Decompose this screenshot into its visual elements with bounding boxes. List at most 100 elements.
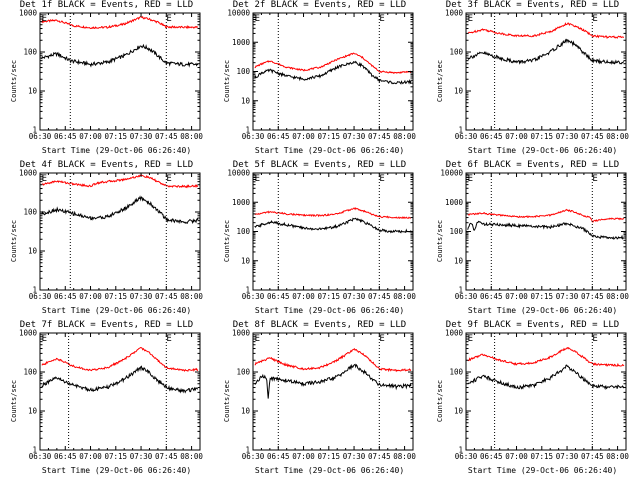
series-line (467, 364, 625, 391)
x-tick-label: 08:00 (606, 132, 629, 141)
x-axis-label: Start Time (29-Oct-06 06:26:40) (467, 146, 618, 155)
x-axis-label: Start Time (29-Oct-06 06:26:40) (41, 466, 192, 475)
y-tick-label: 10 (28, 87, 38, 96)
series-line (254, 207, 412, 219)
x-tick-label: 08:00 (606, 452, 629, 461)
x-tick-label: 08:00 (393, 452, 416, 461)
x-tick-label: 07:45 (155, 132, 178, 141)
x-tick-label: 07:15 (318, 452, 341, 461)
x-tick-label: 07:15 (105, 292, 128, 301)
detector-panel: 1 10 100 1000 10000 06:30 06:45 07:00 07:15 07:30… (426, 160, 639, 320)
plot-frame (465, 12, 627, 131)
y-tick-label: 1 (245, 286, 250, 295)
x-tick-label: 07:30 (556, 292, 579, 301)
y-tick-label: 1000 (445, 329, 464, 338)
y-axis-label: Counts/sec (223, 379, 231, 423)
event-marker-label: E (166, 334, 171, 344)
panel-title: Det 6f BLACK = Events, RED = LLD (445, 160, 620, 170)
y-tick-label: 1 (458, 286, 463, 295)
x-axis-label: Start Time (29-Oct-06 06:26:40) (467, 306, 618, 315)
event-marker-label: E (255, 174, 260, 184)
detector-plot: 1 10 100 1000 06:30 06:45 07:00 07:15 07:30 07:45… (19, 169, 203, 302)
series-line (41, 346, 199, 372)
panel-title: Det 8f BLACK = Events, RED = LLD (232, 320, 407, 330)
event-marker-label: E (379, 14, 384, 24)
y-axis-label: Counts/sec (436, 219, 444, 263)
x-tick-label: 08:00 (180, 292, 203, 301)
x-tick-label: 07:00 (505, 292, 528, 301)
series-line (41, 365, 198, 394)
x-tick-label: 06:45 (480, 132, 503, 141)
x-axis-label: Start Time (29-Oct-06 06:26:40) (254, 306, 405, 315)
detector-panel: 1 10 100 1000 06:30 06:45 07:00 07:15 07:30 07:45… (426, 0, 639, 160)
event-marker-label: E (42, 14, 47, 24)
x-tick-label: 07:30 (556, 132, 579, 141)
x-tick-label: 07:00 (79, 292, 102, 301)
y-tick-label: 1 (245, 126, 250, 135)
series-line (254, 52, 412, 75)
y-tick-label: 10 (454, 87, 464, 96)
y-tick-label: 100 (449, 368, 463, 377)
y-tick-label: 10 (28, 407, 38, 416)
x-tick-label: 07:45 (581, 452, 604, 461)
y-tick-label: 1000 (445, 198, 464, 207)
x-tick-label: 06:45 (267, 132, 290, 141)
panel-title: Det 5f BLACK = Events, RED = LLD (232, 160, 407, 170)
y-tick-label: 100 (449, 48, 463, 57)
x-tick-label: 06:30 (455, 452, 478, 461)
detector-panel: 1 10 100 1000 06:30 06:45 07:00 07:15 07:30 07:45… (0, 0, 213, 160)
detector-plot: 1 10 100 1000 06:30 06:45 07:00 07:15 07:30 07:45… (445, 329, 629, 462)
y-tick-label: 100 (236, 368, 250, 377)
y-axis-label: Counts/sec (436, 379, 444, 423)
x-tick-label: 07:30 (343, 292, 366, 301)
x-tick-label: 06:45 (480, 452, 503, 461)
panel-title: Det 1f BLACK = Events, RED = LLD (19, 0, 194, 10)
series-line (467, 220, 625, 240)
panel-title: Det 4f BLACK = Events, RED = LLD (19, 160, 194, 170)
event-marker-label: E (592, 14, 597, 24)
x-tick-label: 06:45 (267, 292, 290, 301)
detector-panel: 1 10 100 1000 10000 06:30 06:45 07:00 07:15 07:30… (213, 160, 426, 320)
detector-panel: 1 10 100 1000 10000 06:30 06:45 07:00 07:15 07:30… (213, 0, 426, 160)
x-axis-label: Start Time (29-Oct-06 06:26:40) (254, 146, 405, 155)
series-line (254, 363, 412, 399)
x-tick-label: 08:00 (393, 292, 416, 301)
x-tick-label: 06:30 (29, 132, 52, 141)
y-tick-label: 1000 (232, 198, 251, 207)
y-tick-label: 1000 (19, 329, 38, 338)
y-tick-label: 1 (245, 446, 250, 455)
x-tick-label: 07:00 (505, 132, 528, 141)
series-line (41, 195, 199, 225)
series-line (467, 208, 625, 223)
x-tick-label: 07:45 (581, 292, 604, 301)
x-tick-label: 07:45 (368, 292, 391, 301)
y-tick-label: 10 (241, 256, 251, 265)
x-tick-label: 07:30 (556, 452, 579, 461)
x-tick-label: 06:30 (242, 292, 265, 301)
y-tick-label: 1000 (445, 9, 464, 18)
detector-plot: 1 10 100 1000 10000 06:30 06:45 07:00 07:15 07:30… (440, 169, 629, 302)
x-tick-label: 06:45 (54, 452, 77, 461)
x-tick-label: 06:30 (29, 452, 52, 461)
x-tick-label: 07:15 (318, 132, 341, 141)
plot-frame (39, 12, 201, 131)
y-tick-label: 1 (32, 446, 37, 455)
series-line (254, 217, 412, 234)
x-tick-label: 07:30 (130, 292, 153, 301)
y-tick-label: 100 (236, 227, 250, 236)
x-tick-label: 07:15 (531, 132, 554, 141)
x-tick-label: 06:30 (29, 292, 52, 301)
x-axis-label: Start Time (29-Oct-06 06:26:40) (41, 146, 192, 155)
x-tick-label: 06:45 (54, 132, 77, 141)
x-tick-label: 07:45 (368, 132, 391, 141)
series-line (467, 22, 624, 39)
detector-plot: 1 10 100 1000 06:30 06:45 07:00 07:15 07:30 07:45… (19, 329, 203, 462)
detector-plot: 1 10 100 1000 10000 06:30 06:45 07:00 07:15 07:30… (227, 9, 416, 142)
x-tick-label: 07:45 (155, 292, 178, 301)
y-axis-label: Counts/sec (436, 59, 444, 103)
event-marker-label: E (255, 14, 260, 24)
x-tick-label: 07:15 (531, 292, 554, 301)
y-tick-label: 1000 (232, 38, 251, 47)
y-tick-label: 10000 (227, 169, 250, 178)
y-tick-label: 10 (241, 407, 251, 416)
